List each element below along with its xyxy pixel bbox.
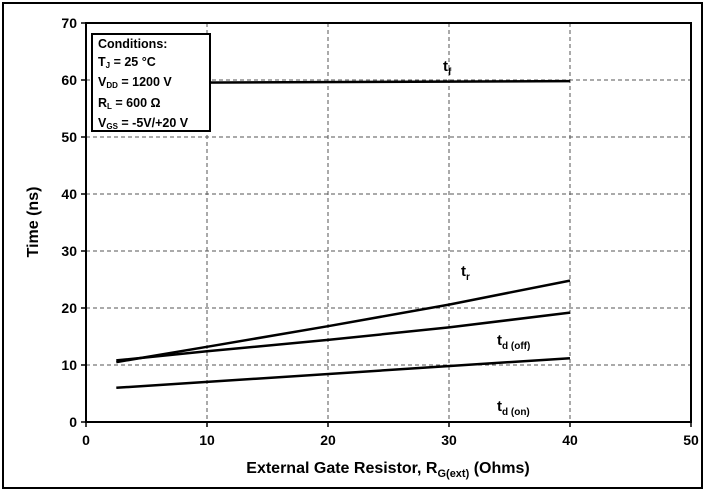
condition-tj: TJ = 25 °C xyxy=(98,54,156,70)
y-tick-label: 50 xyxy=(61,129,77,145)
x-tick-label: 40 xyxy=(562,432,578,448)
x-axis-title-tail: (Ohms) xyxy=(469,460,529,477)
y-tick-label: 70 xyxy=(61,15,77,31)
x-axis-title: External Gate Resistor, RG(ext) (Ohms) xyxy=(246,460,529,480)
x-axis-title-sub: G(ext) xyxy=(437,468,469,480)
y-tick-label: 20 xyxy=(61,300,77,316)
tick-labels: 0 10 20 30 40 50 60 70 0 10 20 30 40 50 xyxy=(61,15,699,448)
plot-area xyxy=(85,22,692,423)
x-tick-label: 10 xyxy=(199,432,215,448)
y-tick-label: 40 xyxy=(61,186,77,202)
x-tick-label: 0 xyxy=(82,432,90,448)
series-label-3: td (on) xyxy=(497,398,530,418)
y-tick-label: 0 xyxy=(69,414,77,430)
series-label-2: td (off) xyxy=(497,332,530,352)
x-tick-label: 30 xyxy=(441,432,457,448)
series-labels: tf tr td (off) td (on) xyxy=(443,58,530,418)
series-line-2 xyxy=(116,311,571,362)
condition-vdd: VDD = 1200 V xyxy=(98,75,172,90)
series-line-1 xyxy=(116,279,571,364)
y-tick-label: 10 xyxy=(61,357,77,373)
y-axis-title: Time (ns) xyxy=(25,187,42,258)
y-tick-label: 60 xyxy=(61,72,77,88)
x-axis-title-main: External Gate Resistor, R xyxy=(246,460,438,477)
condition-vgs: VGS = -5V/+20 V xyxy=(98,116,189,131)
x-tick-label: 50 xyxy=(683,432,699,448)
series-label-1: tr xyxy=(461,263,470,283)
condition-rl: RL = 600 Ω xyxy=(98,95,161,111)
y-tick-label: 30 xyxy=(61,243,77,259)
conditions-box: Conditions: TJ = 25 °C VDD = 1200 V RL =… xyxy=(91,33,211,132)
conditions-title: Conditions: xyxy=(98,37,168,51)
x-tick-label: 20 xyxy=(320,432,336,448)
series-label-0: tf xyxy=(443,58,452,78)
grid-lines xyxy=(81,22,692,427)
series-line-3 xyxy=(116,356,571,390)
